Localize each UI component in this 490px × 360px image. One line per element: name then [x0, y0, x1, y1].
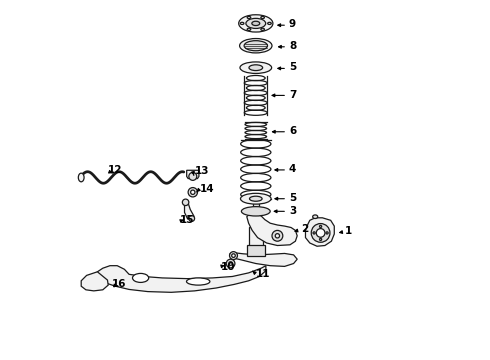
Ellipse shape [229, 252, 238, 260]
Ellipse shape [313, 232, 315, 234]
Ellipse shape [229, 262, 232, 265]
Ellipse shape [319, 225, 321, 228]
Text: 15: 15 [179, 215, 194, 225]
Ellipse shape [240, 62, 271, 73]
Ellipse shape [249, 196, 262, 201]
Text: 13: 13 [195, 166, 209, 176]
Ellipse shape [252, 21, 260, 26]
Ellipse shape [268, 22, 271, 24]
Ellipse shape [326, 232, 328, 234]
Ellipse shape [249, 65, 263, 71]
Ellipse shape [261, 17, 265, 19]
Bar [248, 227, 263, 254]
Text: 16: 16 [112, 279, 126, 289]
Ellipse shape [232, 254, 235, 257]
Text: 4: 4 [289, 164, 296, 174]
Bar [253, 199, 259, 234]
Ellipse shape [78, 173, 84, 182]
Text: 10: 10 [220, 262, 235, 272]
Ellipse shape [189, 172, 197, 180]
Ellipse shape [316, 229, 325, 237]
Ellipse shape [313, 215, 318, 219]
Ellipse shape [240, 39, 272, 53]
Text: 5: 5 [289, 193, 296, 203]
Ellipse shape [272, 230, 283, 241]
Ellipse shape [261, 28, 265, 30]
Text: 8: 8 [289, 41, 296, 51]
Ellipse shape [241, 193, 271, 204]
Text: 12: 12 [107, 165, 122, 175]
Ellipse shape [311, 224, 330, 242]
Ellipse shape [247, 17, 251, 19]
Ellipse shape [239, 15, 273, 32]
Ellipse shape [226, 259, 235, 268]
Text: 14: 14 [200, 184, 215, 194]
Ellipse shape [132, 274, 148, 282]
Text: 3: 3 [289, 206, 296, 216]
Ellipse shape [247, 28, 251, 30]
Ellipse shape [275, 234, 280, 238]
Polygon shape [187, 170, 199, 179]
Polygon shape [96, 266, 266, 292]
Ellipse shape [246, 18, 266, 28]
Polygon shape [305, 218, 334, 246]
Ellipse shape [189, 216, 195, 221]
Ellipse shape [188, 188, 197, 197]
Text: 1: 1 [345, 226, 352, 236]
Polygon shape [230, 253, 297, 266]
Ellipse shape [242, 207, 270, 216]
Ellipse shape [244, 41, 268, 51]
Ellipse shape [187, 278, 210, 285]
Polygon shape [247, 213, 297, 246]
Text: 5: 5 [289, 62, 296, 72]
Text: 6: 6 [289, 126, 296, 136]
Ellipse shape [182, 199, 189, 206]
Text: 7: 7 [289, 90, 296, 100]
Text: 11: 11 [256, 269, 270, 279]
Text: 9: 9 [289, 19, 296, 29]
Bar [247, 245, 265, 256]
Polygon shape [81, 272, 108, 291]
Ellipse shape [191, 190, 195, 194]
Polygon shape [185, 201, 194, 220]
Ellipse shape [319, 238, 321, 240]
Ellipse shape [240, 22, 244, 24]
Text: 2: 2 [301, 224, 308, 234]
